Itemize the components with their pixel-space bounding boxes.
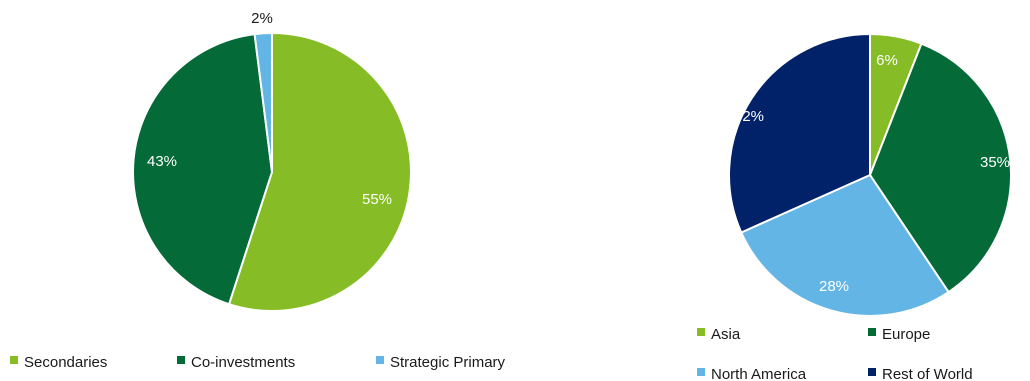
legend-swatch-rest-of-world (868, 368, 876, 376)
data-label-rest-of-world: 32% (734, 108, 764, 125)
legend-label-europe: Europe (882, 326, 930, 343)
data-label-co-investments: 43% (147, 153, 177, 170)
legend-item-strategic-primary: Strategic Primary (376, 354, 506, 371)
legend-label-rest-of-world: Rest of World (882, 366, 973, 381)
legend-swatch-north-america (697, 368, 705, 376)
pie-slice-strategic-primary (253, 31, 273, 173)
pie-slice-secondaries (227, 31, 412, 312)
legend-item-secondaries: Secondaries (10, 354, 107, 371)
region-legend: Asia Europe North America Rest of World (697, 326, 973, 381)
region-pie-chart: 6% 35% 28% 32% (728, 32, 1012, 317)
legend-item-co-investments: Co-investments (177, 354, 295, 371)
legend-swatch-asia (697, 328, 705, 336)
legend-item-rest-of-world: Rest of World (868, 366, 973, 381)
legend-item-europe: Europe (868, 326, 930, 343)
data-label-europe: 35% (980, 154, 1010, 171)
legend-item-asia: Asia (697, 326, 741, 343)
legend-swatch-secondaries (10, 356, 18, 364)
legend-label-secondaries: Secondaries (24, 354, 107, 371)
legend-label-co-investments: Co-investments (191, 354, 295, 371)
pie-slice-rest-of-world (728, 32, 871, 234)
legend-item-north-america: North America (697, 366, 807, 381)
data-label-north-america: 28% (819, 278, 849, 295)
legend-swatch-co-investments (177, 356, 185, 364)
legend-swatch-europe (868, 328, 876, 336)
pie-slice-co-investments (132, 32, 274, 306)
legend-label-north-america: North America (711, 366, 807, 381)
legend-label-asia: Asia (711, 326, 741, 343)
allocation-legend: Secondaries Co-investments Strategic Prima… (10, 354, 506, 371)
legend-swatch-strategic-primary (376, 356, 384, 364)
data-label-strategic-primary: 2% (251, 10, 273, 27)
pie-slice-europe (868, 42, 1012, 294)
legend-label-strategic-primary: Strategic Primary (390, 354, 506, 371)
allocation-pie-chart: 55% 43% 2% (132, 10, 412, 312)
data-label-asia: 6% (876, 52, 898, 69)
data-label-secondaries: 55% (362, 191, 392, 208)
